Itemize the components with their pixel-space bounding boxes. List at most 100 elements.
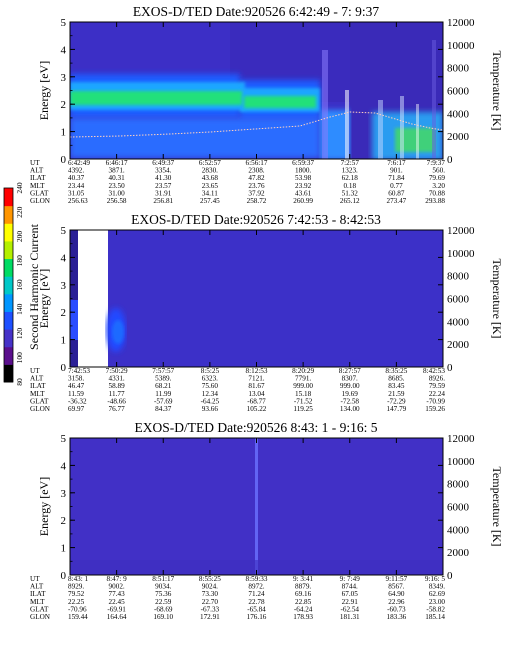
- orbit-row-label: ILAT: [30, 174, 46, 182]
- orbit-cell: 147.79: [386, 405, 406, 413]
- panel-2-title: EXOS-D/TED Date:920526 7:42:53 - 8:42:53: [131, 212, 381, 227]
- orbit-cell: 73.30: [202, 590, 219, 598]
- orbit-cell: 22.25: [68, 598, 85, 606]
- y-tick-label: 5: [61, 225, 67, 237]
- y2-tick-label: 6000: [447, 502, 470, 514]
- y2-tick-label: 2000: [447, 339, 470, 351]
- y-tick-label: 3: [61, 488, 67, 500]
- panel-1-orbit-table: UTALTILATMLTGLATGLON6:42:494392.40.3723.…: [30, 159, 445, 205]
- orbit-cell: 9: 7:49: [340, 575, 361, 583]
- y2-tick-label: 10000: [447, 248, 475, 260]
- orbit-cell: 164.64: [107, 613, 127, 621]
- orbit-cell: 7:6:17: [387, 159, 406, 167]
- colorbar: 240 220 200 180 160 140 120 100 80 Second Harmon…: [3, 182, 41, 386]
- orbit-cell: 8:27:57: [339, 367, 361, 375]
- colorbar-tick-label: 80: [15, 378, 24, 386]
- orbit-cell: 43.68: [202, 174, 219, 182]
- y2-axis-label: Temperature [K]: [490, 466, 504, 546]
- orbit-cell: 58.89: [109, 382, 126, 390]
- orbit-cell: 4331.: [109, 375, 125, 383]
- panel-3-spectrogram: [70, 438, 443, 575]
- y2-tick-label: 12000: [447, 17, 475, 29]
- orbit-cell: 13.04: [248, 390, 265, 398]
- y2-tick-label: 2000: [447, 547, 470, 559]
- orbit-cell: 6:49:37: [152, 159, 174, 167]
- orbit-cell: 7791.: [295, 375, 311, 383]
- colorbar-tick-label: 160: [15, 279, 24, 291]
- y2-tick-label: 0: [447, 570, 453, 582]
- y-tick-label: 0: [61, 154, 67, 166]
- orbit-cell: 68.21: [155, 382, 172, 390]
- y-tick-label: 0: [61, 362, 67, 374]
- y2-tick-label: 12000: [447, 225, 475, 237]
- colorbar-ticks: 240 220 200 180 160 140 120 100 80: [15, 182, 24, 386]
- orbit-row-label: GLAT: [30, 397, 49, 405]
- orbit-cell: 9:16: 5: [425, 575, 446, 583]
- orbit-row-label: UT: [30, 367, 40, 375]
- orbit-row-label: GLON: [30, 197, 51, 205]
- orbit-cell: 22.96: [388, 598, 405, 606]
- orbit-cell: 79.69: [429, 174, 446, 182]
- colorbar-cell: [4, 329, 13, 348]
- y2-tick-label: 4000: [447, 108, 470, 120]
- y-tick-label: 1: [61, 127, 67, 139]
- orbit-cell: 2308.: [248, 167, 264, 175]
- orbit-cell: 31.05: [68, 189, 85, 197]
- orbit-cell: 6323.: [202, 375, 218, 383]
- y-tick-label: 4: [61, 460, 67, 472]
- y-tick-label: 3: [61, 280, 67, 292]
- orbit-row-label: MLT: [30, 182, 45, 190]
- panel-2-spectrogram: [70, 230, 443, 367]
- orbit-cell: 77.43: [109, 590, 126, 598]
- orbit-cell: 22.24: [429, 390, 446, 398]
- y-axis-label: Energy [eV]: [37, 477, 51, 536]
- orbit-cell: 6:59:37: [292, 159, 314, 167]
- orbit-cell: 43.61: [295, 189, 312, 197]
- orbit-cell: 159.44: [68, 613, 88, 621]
- orbit-cell: 183.36: [386, 613, 406, 621]
- y-tick-label: 4: [61, 252, 67, 264]
- orbit-cell: 40.31: [109, 174, 126, 182]
- y-tick-label: 0: [61, 570, 67, 582]
- orbit-cell: 81.67: [248, 382, 265, 390]
- panel-1-title: EXOS-D/TED Date:920526 6:42:49 - 7: 9:37: [133, 4, 380, 19]
- orbit-cell: 1323.: [342, 167, 358, 175]
- orbit-cell: 265.12: [340, 197, 360, 205]
- orbit-cell: 8879.: [295, 583, 311, 591]
- orbit-cell: 256.58: [107, 197, 127, 205]
- orbit-cell: 0.18: [343, 182, 356, 190]
- orbit-cell: 11.59: [68, 390, 84, 398]
- orbit-cell: 46.47: [68, 382, 85, 390]
- panel-3-title: EXOS-D/TED Date:920526 8:43: 1 - 9:16: 5: [135, 420, 378, 435]
- panel-1: EXOS-D/TED Date:920526 6:42:49 - 7: 9:37: [30, 4, 504, 205]
- orbit-cell: 257.45: [200, 197, 220, 205]
- y2-axis-label: Temperature [K]: [490, 258, 504, 338]
- orbit-cell: 6:42:49: [68, 159, 90, 167]
- orbit-cell: 181.31: [340, 613, 360, 621]
- orbit-row-label: GLAT: [30, 605, 49, 613]
- orbit-row-label: ALT: [30, 375, 44, 383]
- colorbar-cell: [4, 311, 13, 330]
- y2-tick-label: 12000: [447, 433, 475, 445]
- orbit-cell: -70.96: [68, 605, 87, 613]
- orbit-cell: 9:11:57: [386, 575, 408, 583]
- orbit-cell: 19.69: [342, 390, 359, 398]
- orbit-cell: -62.54: [340, 605, 359, 613]
- orbit-cell: 0.77: [390, 182, 403, 190]
- y-axis-label: Energy [eV]: [37, 61, 51, 120]
- orbit-cell: 7121.: [248, 375, 264, 383]
- y2-tick-label: 4000: [447, 524, 470, 536]
- orbit-row-label: ILAT: [30, 382, 46, 390]
- colorbar-cell: [4, 188, 13, 207]
- colorbar-tick-label: 100: [15, 352, 24, 364]
- orbit-cell: 83.45: [388, 382, 405, 390]
- orbit-cell: -65.84: [247, 605, 266, 613]
- orbit-cell: 8972.: [248, 583, 264, 591]
- orbit-cell: -57.69: [154, 397, 173, 405]
- panel-2: EXOS-D/TED Date:920526 7:42:53 - 8:42:53…: [30, 212, 504, 413]
- orbit-cell: 23.00: [429, 598, 446, 606]
- orbit-cell: -64.24: [294, 605, 313, 613]
- orbit-cell: 23.92: [295, 182, 312, 190]
